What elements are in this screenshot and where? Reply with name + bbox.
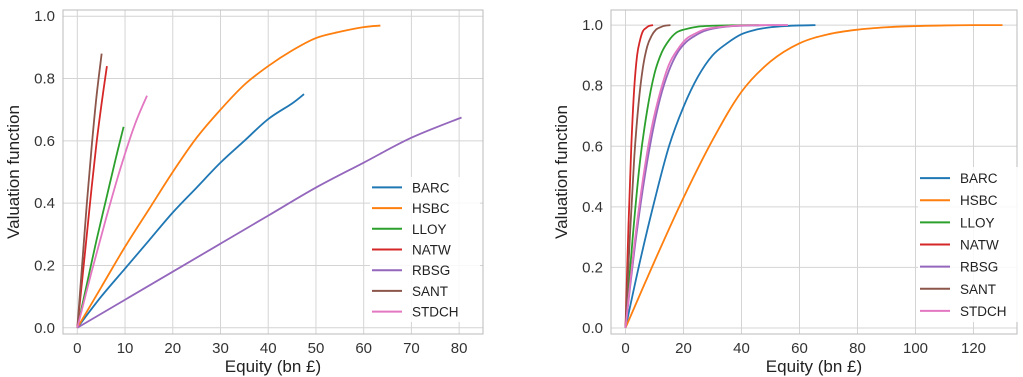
y-tick-label: 0.0: [582, 320, 603, 337]
series-line-rbsg: [624, 24, 788, 329]
legend-label-hsbc: HSBC: [412, 201, 450, 216]
legend-label-natw: NATW: [412, 243, 451, 258]
legend-label-rbsg: RBSG: [412, 263, 450, 278]
x-tick-label: 30: [212, 340, 229, 357]
legend-label-stdch: STDCH: [412, 305, 459, 320]
series-line-hsbc: [624, 24, 1003, 329]
x-tick-label: 10: [117, 340, 134, 357]
legend-label-barc: BARC: [960, 171, 998, 186]
legend-label-stdch: STDCH: [960, 304, 1007, 319]
x-tick-label: 0: [73, 340, 81, 357]
series-line-sant: [624, 24, 671, 328]
left-panel: 0 10 20 30 40 50 60 70 80 0.0 0.2 0.4 0.6 0.8 1.0 Equit…: [4, 8, 484, 376]
y-axis-label: Valuation function: [552, 105, 571, 239]
x-axis-label: Equity (bn £): [225, 357, 321, 376]
x-tick-label: 40: [733, 340, 750, 357]
y-tick-label: 1.0: [582, 17, 603, 34]
x-axis-label: Equity (bn £): [766, 357, 862, 376]
series-line-barc: [624, 24, 816, 329]
series-line-hsbc: [76, 24, 381, 329]
right-panel: 0 20 40 60 80 100 120 0.0 0.2 0.4 0.6 0.8 1.0 Equity …: [552, 9, 1018, 376]
legend-label-lloy: LLOY: [960, 215, 995, 230]
x-tick-label: 20: [164, 340, 181, 357]
x-tick-label: 0: [621, 340, 629, 357]
legend-label-rbsg: RBSG: [960, 260, 998, 275]
legend-label-barc: BARC: [412, 180, 450, 195]
x-tick-label: 80: [451, 340, 468, 357]
x-tick-label: 40: [260, 340, 277, 357]
y-tick-label: 0.4: [34, 195, 55, 212]
legend: BARC HSBC LLOY NATW RBSG SANT STDCH: [918, 167, 1018, 322]
y-tick-label: 1.0: [34, 8, 55, 25]
x-tick-label: 80: [849, 340, 866, 357]
legend-label-lloy: LLOY: [412, 222, 447, 237]
series-line-lloy: [76, 126, 125, 328]
x-tick-label: 120: [961, 340, 986, 357]
series-line-stdch: [624, 24, 788, 329]
series-line-lloy: [624, 24, 759, 329]
y-tick-label: 0.6: [582, 138, 603, 155]
legend: BARC HSBC LLOY NATW RBSG SANT STDCH: [370, 177, 480, 322]
x-tick-label: 70: [403, 340, 420, 357]
series-line-stdch: [76, 95, 148, 328]
x-tick-label: 20: [675, 340, 692, 357]
y-tick-label: 0.2: [34, 257, 55, 274]
y-axis-label: Valuation function: [4, 105, 23, 239]
plot-frame: [62, 9, 484, 335]
legend-label-sant: SANT: [960, 282, 996, 297]
series-line-sant: [76, 53, 103, 328]
y-tick-label: 0.8: [582, 78, 603, 95]
series-line-barc: [76, 93, 305, 329]
series-line-rbsg: [76, 116, 462, 329]
y-tick-label: 0.4: [582, 199, 603, 216]
series-line-natw: [76, 65, 108, 328]
x-tick-label: 60: [791, 340, 808, 357]
legend-label-hsbc: HSBC: [960, 193, 998, 208]
x-tick-label: 50: [308, 340, 325, 357]
y-tick-label: 0.2: [582, 259, 603, 276]
y-tick-label: 0.6: [34, 133, 55, 150]
y-tick-label: 0.0: [34, 320, 55, 337]
legend-label-sant: SANT: [412, 284, 448, 299]
x-tick-label: 100: [903, 340, 928, 357]
legend-label-natw: NATW: [960, 238, 999, 253]
series-line-natw: [624, 24, 654, 328]
y-tick-label: 0.8: [34, 71, 55, 88]
x-tick-label: 60: [355, 340, 372, 357]
